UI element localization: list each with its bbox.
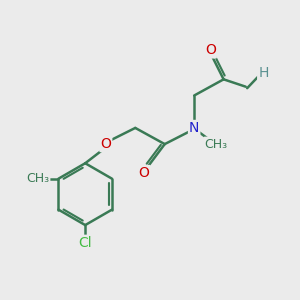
Text: N: N <box>189 121 200 135</box>
Text: O: O <box>205 44 216 58</box>
Text: H: H <box>258 66 268 80</box>
Text: O: O <box>100 137 111 151</box>
Text: CH₃: CH₃ <box>205 138 228 151</box>
Text: O: O <box>139 166 149 180</box>
Text: CH₃: CH₃ <box>26 172 50 185</box>
Text: Cl: Cl <box>78 236 92 250</box>
